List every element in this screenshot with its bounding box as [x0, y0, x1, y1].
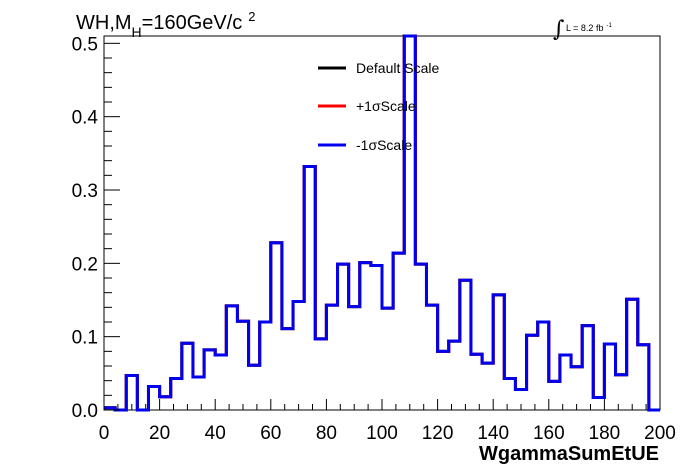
- y-tick-label: 0.3: [72, 181, 98, 202]
- x-tick-label: 40: [205, 423, 226, 444]
- x-tick-label: 160: [533, 423, 565, 444]
- legend: Default Scale +1σScale -1σScale: [318, 60, 439, 153]
- histogram-layer: [104, 34, 660, 412]
- plot-frame: [103, 35, 661, 411]
- luminosity-text: L = 8.2 fb: [566, 23, 603, 33]
- histogram-series-1: [104, 34, 660, 412]
- x-tick-label: 60: [260, 423, 281, 444]
- y-tick-label: 0.1: [72, 328, 98, 349]
- chart-title-rest: =160GeV/c: [142, 12, 243, 34]
- integral-sign: ∫: [553, 17, 565, 42]
- y-tick-label: 0.0: [72, 401, 98, 422]
- x-tick-label: 140: [477, 423, 509, 444]
- legend-label-default: Default Scale: [356, 60, 439, 76]
- y-tick-label: 0.2: [72, 254, 98, 275]
- chart-title-main: WH,M: [76, 12, 132, 34]
- x-tick-label: 20: [149, 423, 170, 444]
- x-tick-label: 0: [99, 423, 110, 444]
- x-tick-label: 100: [366, 423, 398, 444]
- x-tick-label: 200: [644, 423, 676, 444]
- x-tick-label: 80: [316, 423, 337, 444]
- chart-title-sub: H: [132, 24, 142, 40]
- histogram-series-2: [104, 34, 660, 412]
- x-axis-label: WgammaSumEtUE: [479, 443, 659, 465]
- y-tick-label: 0.5: [72, 34, 98, 55]
- chart-title-sup: 2: [248, 9, 255, 24]
- histogram-series-0: [104, 34, 660, 412]
- x-tick-labels: 0 20 40 60 80 100 120 140 160 180 200: [99, 423, 676, 444]
- chart-title: WH,MH=160GeV/c 2: [76, 9, 256, 40]
- luminosity-label: L = 8.2 fb -1: [566, 23, 612, 33]
- y-tick-label: 0.4: [72, 108, 99, 129]
- luminosity-sup: -1: [606, 23, 612, 29]
- legend-label-minus1sigma: -1σScale: [356, 137, 412, 153]
- tick-layer: [103, 42, 661, 411]
- x-tick-label: 180: [589, 423, 621, 444]
- y-tick-labels: 0.0 0.1 0.2 0.3 0.4 0.5: [72, 34, 99, 422]
- legend-label-plus1sigma: +1σScale: [356, 98, 416, 114]
- x-tick-label: 120: [422, 423, 454, 444]
